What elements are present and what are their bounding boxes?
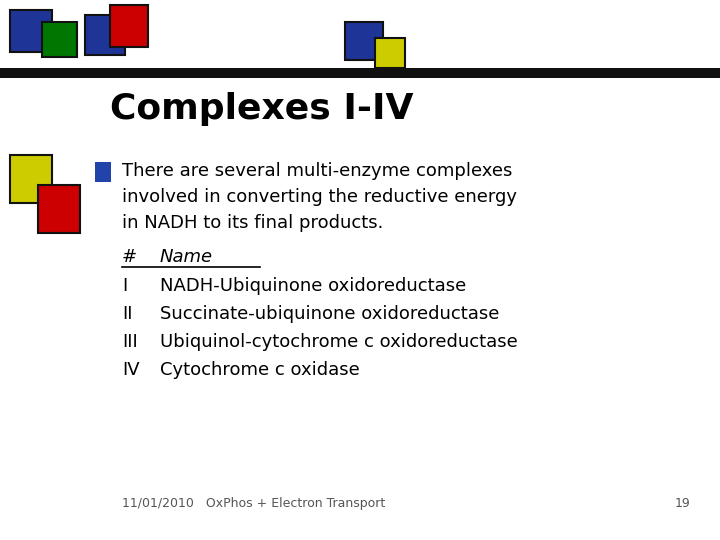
Bar [0, 68, 720, 78]
Text: III: III [122, 333, 138, 351]
Bar [38, 185, 80, 233]
Text: in NADH to its final products.: in NADH to its final products. [122, 214, 383, 232]
Bar [85, 15, 125, 55]
Text: Name: Name [160, 248, 213, 266]
Text: involved in converting the reductive energy: involved in converting the reductive ene… [122, 188, 517, 206]
Bar [95, 162, 111, 182]
Text: 19: 19 [674, 497, 690, 510]
Text: Succinate-ubiquinone oxidoreductase: Succinate-ubiquinone oxidoreductase [160, 305, 500, 323]
Text: NADH-Ubiquinone oxidoreductase: NADH-Ubiquinone oxidoreductase [160, 277, 467, 295]
Bar [10, 10, 52, 52]
Bar [345, 22, 383, 60]
Text: 11/01/2010   OxPhos + Electron Transport: 11/01/2010 OxPhos + Electron Transport [122, 497, 385, 510]
Bar [110, 5, 148, 47]
Text: I: I [122, 277, 127, 295]
Text: Complexes I-IV: Complexes I-IV [110, 92, 413, 126]
Text: IV: IV [122, 361, 140, 379]
Bar [42, 22, 77, 57]
Text: #: # [122, 248, 137, 266]
Text: Ubiquinol-cytochrome c oxidoreductase: Ubiquinol-cytochrome c oxidoreductase [160, 333, 518, 351]
Text: II: II [122, 305, 132, 323]
Text: There are several multi-enzyme complexes: There are several multi-enzyme complexes [122, 162, 513, 180]
Bar [10, 155, 52, 203]
Bar [375, 38, 405, 68]
Text: Cytochrome c oxidase: Cytochrome c oxidase [160, 361, 360, 379]
